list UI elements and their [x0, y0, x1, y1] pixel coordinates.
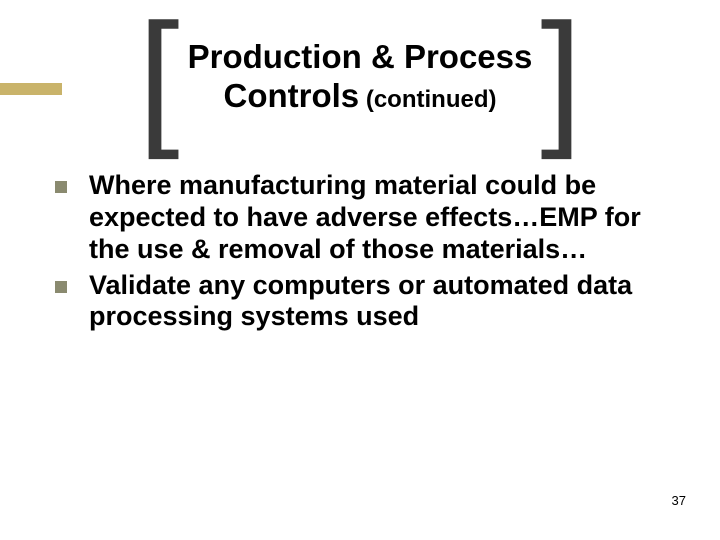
- left-bracket-icon: [: [138, 39, 180, 114]
- title-main: Controls: [224, 77, 360, 114]
- bullet-text: Validate any computers or automated data…: [89, 270, 680, 334]
- list-item: Where manufacturing material could be ex…: [55, 170, 680, 266]
- bullet-text: Where manufacturing material could be ex…: [89, 170, 680, 266]
- title-continued: (continued): [359, 86, 496, 113]
- title-line-2: Controls (continued): [188, 77, 533, 116]
- title-block: Production & Process Controls (continued…: [180, 38, 541, 116]
- square-bullet-icon: [55, 181, 67, 193]
- list-item: Validate any computers or automated data…: [55, 270, 680, 334]
- accent-bar: [0, 83, 62, 95]
- square-bullet-icon: [55, 281, 67, 293]
- right-bracket-icon: ]: [540, 39, 582, 114]
- title-area: [ Production & Process Controls (continu…: [60, 24, 660, 129]
- slide: [ Production & Process Controls (continu…: [0, 0, 720, 540]
- title-line-1: Production & Process: [188, 38, 533, 77]
- content-area: Where manufacturing material could be ex…: [55, 170, 680, 337]
- page-number: 37: [672, 493, 686, 508]
